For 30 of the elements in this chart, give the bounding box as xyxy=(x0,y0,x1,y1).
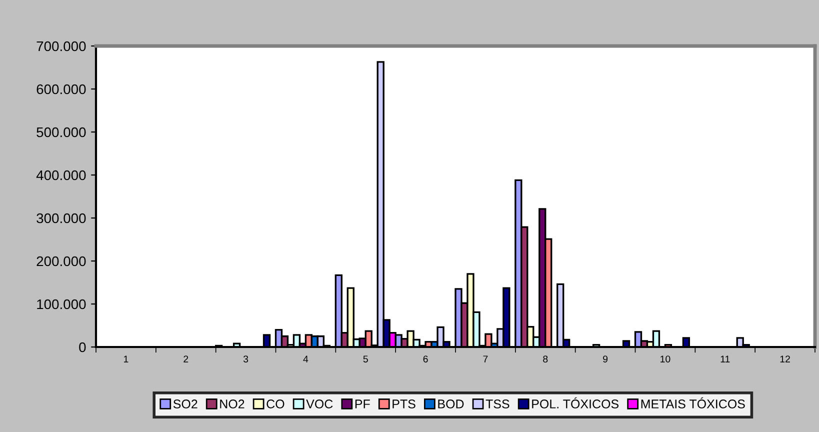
legend-label: CO xyxy=(266,400,284,408)
y-tick-label: 500.000 xyxy=(36,127,86,138)
y-tick-label: 100.000 xyxy=(37,299,86,310)
legend-label: BOD xyxy=(438,400,464,408)
legend-label: PF xyxy=(355,400,370,408)
legend-label: TSS xyxy=(486,400,510,408)
x-tick-label: 4 xyxy=(303,356,308,362)
x-tick-label: 5 xyxy=(363,356,368,362)
legend-label: METAIS TÓXICOS xyxy=(641,397,745,408)
legend-label: SO2 xyxy=(173,400,198,408)
legend-label: VOC xyxy=(306,400,333,408)
legend-label: POL. TÓXICOS xyxy=(532,397,619,408)
y-tick-label: 600.000 xyxy=(36,84,86,94)
x-tick-label: 7 xyxy=(483,356,488,362)
y-tick-label: 300.000 xyxy=(36,213,86,224)
y-tick-label: 700.000 xyxy=(36,41,86,52)
x-tick-label: 6 xyxy=(423,356,428,362)
legend-label: NO2 xyxy=(220,400,244,408)
legend-label: PTS xyxy=(392,400,416,408)
x-tick-label: 3 xyxy=(243,356,248,362)
y-tick-label: 400.000 xyxy=(36,170,86,180)
x-tick-label: 10 xyxy=(660,356,670,362)
y-tick-label: 0 xyxy=(79,342,86,352)
x-tick-label: 9 xyxy=(603,356,608,362)
x-tick-label: 8 xyxy=(543,356,548,362)
x-tick-label: 1 xyxy=(124,356,128,362)
y-tick-label: 200.000 xyxy=(36,256,86,266)
x-tick-label: 11 xyxy=(720,356,730,362)
x-tick-label: 2 xyxy=(184,356,188,362)
x-tick-label: 12 xyxy=(780,356,790,362)
